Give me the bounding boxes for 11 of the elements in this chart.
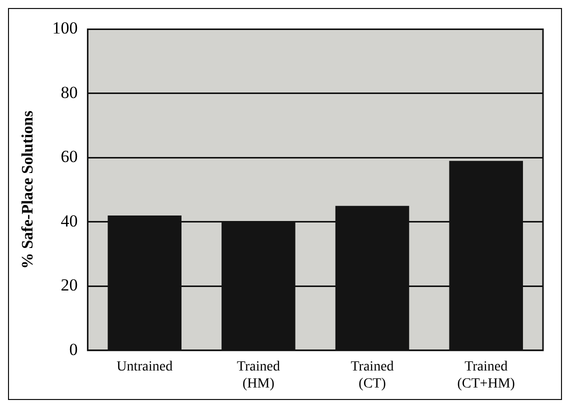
x-tick-label: Trained (CT+HM) bbox=[457, 359, 516, 392]
y-tick-label: 20 bbox=[60, 276, 78, 295]
x-tick-label: Untrained bbox=[116, 359, 173, 374]
y-tick-label: 0 bbox=[69, 340, 78, 359]
x-tick-label: Trained (HM) bbox=[236, 359, 280, 392]
y-axis-title: % Safe-Place Solutions bbox=[20, 110, 37, 269]
y-tick-label: 40 bbox=[60, 211, 78, 230]
x-tick-label: Trained (CT) bbox=[350, 359, 394, 392]
y-tick-label: 100 bbox=[52, 18, 78, 38]
y-tick-label: 80 bbox=[60, 82, 78, 102]
y-tick-label: 60 bbox=[60, 147, 78, 166]
